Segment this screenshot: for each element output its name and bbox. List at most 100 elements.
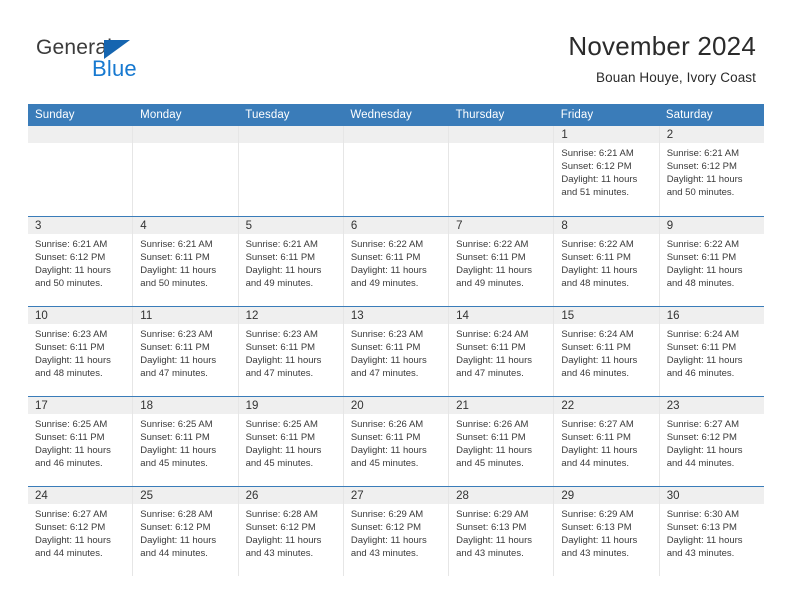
calendar-day-cell[interactable]: 10 Sunrise: 6:23 AM Sunset: 6:11 PM Dayligh… bbox=[28, 307, 134, 396]
sunset-text: Sunset: 6:13 PM bbox=[456, 522, 527, 534]
weekday-header-tuesday: Tuesday bbox=[245, 109, 290, 121]
calendar-day-cell[interactable]: 13 Sunrise: 6:23 AM Sunset: 6:11 PM Dayligh… bbox=[343, 307, 450, 396]
calendar-day-cell[interactable]: 1 Sunrise: 6:21 AM Sunset: 6:12 PM Daylight… bbox=[554, 126, 660, 216]
brand-name-general: General bbox=[36, 36, 113, 59]
day-sun-info: Sunrise: 6:24 AM Sunset: 6:11 PM Daylight:… bbox=[449, 324, 553, 380]
sunset-text: Sunset: 6:11 PM bbox=[561, 342, 631, 354]
sunrise-text: Sunrise: 6:29 AM bbox=[456, 509, 529, 520]
day-sun-info: Sunrise: 6:28 AM Sunset: 6:12 PM Daylight:… bbox=[239, 504, 343, 560]
calendar-day-cell-empty bbox=[238, 126, 344, 216]
day-sun-info: Sunrise: 6:22 AM Sunset: 6:11 PM Daylight:… bbox=[344, 234, 448, 290]
daylight-text: Daylight: 11 hours and 49 minutes. bbox=[245, 265, 322, 290]
calendar-day-cell[interactable]: 18 Sunrise: 6:25 AM Sunset: 6:11 PM Dayligh… bbox=[133, 397, 239, 486]
sunrise-text: Sunrise: 6:21 AM bbox=[245, 239, 318, 250]
page-title: November 2024 bbox=[568, 31, 756, 61]
daylight-text: Daylight: 11 hours and 49 minutes. bbox=[350, 265, 427, 290]
sunrise-text: Sunrise: 6:26 AM bbox=[350, 419, 424, 430]
sunset-text: Sunset: 6:13 PM bbox=[666, 522, 737, 534]
calendar-day-cell[interactable]: 5 Sunrise: 6:21 AM Sunset: 6:11 PM Daylight… bbox=[238, 217, 344, 306]
calendar-day-cell[interactable]: 29 Sunrise: 6:29 AM Sunset: 6:13 PM Dayligh… bbox=[554, 487, 660, 576]
calendar-day-cell[interactable]: 9 Sunrise: 6:22 AM Sunset: 6:11 PM Daylight… bbox=[659, 217, 764, 306]
day-sun-info: Sunrise: 6:23 AM Sunset: 6:11 PM Daylight:… bbox=[28, 324, 132, 380]
sunset-text: Sunset: 6:11 PM bbox=[140, 432, 210, 444]
day-number: 12 bbox=[238, 307, 343, 324]
calendar-day-cell-empty bbox=[343, 126, 450, 216]
day-number: 15 bbox=[554, 307, 659, 324]
calendar-day-cell[interactable]: 24 Sunrise: 6:27 AM Sunset: 6:12 PM Dayligh… bbox=[28, 487, 134, 576]
day-number: 8 bbox=[554, 217, 659, 234]
calendar-day-cell[interactable]: 20 Sunrise: 6:26 AM Sunset: 6:11 PM Dayligh… bbox=[343, 397, 450, 486]
daylight-text: Daylight: 11 hours and 44 minutes. bbox=[35, 535, 111, 560]
daylight-text: Daylight: 11 hours and 45 minutes. bbox=[140, 445, 217, 470]
sunrise-text: Sunrise: 6:28 AM bbox=[140, 509, 213, 520]
daylight-text: Daylight: 11 hours and 48 minutes. bbox=[666, 265, 743, 290]
sunrise-text: Sunrise: 6:21 AM bbox=[35, 239, 108, 250]
day-sun-info: Sunrise: 6:21 AM Sunset: 6:12 PM Daylight:… bbox=[28, 234, 132, 290]
calendar-week-row: 3 Sunrise: 6:21 AM Sunset: 6:12 PM Daylight… bbox=[28, 216, 764, 306]
day-number: 30 bbox=[659, 487, 764, 504]
daylight-text: Daylight: 11 hours and 51 minutes. bbox=[561, 174, 638, 199]
sunset-text: Sunset: 6:11 PM bbox=[35, 432, 105, 444]
calendar-day-cell[interactable]: 23 Sunrise: 6:27 AM Sunset: 6:12 PM Dayligh… bbox=[659, 397, 764, 486]
daylight-text: Daylight: 11 hours and 47 minutes. bbox=[350, 355, 427, 380]
calendar-day-cell[interactable]: 3 Sunrise: 6:21 AM Sunset: 6:12 PM Daylight… bbox=[28, 217, 134, 306]
day-number bbox=[28, 126, 133, 143]
day-number: 17 bbox=[28, 397, 133, 414]
brand-logo[interactable]: General Blue bbox=[36, 36, 216, 86]
calendar-day-cell[interactable]: 7 Sunrise: 6:22 AM Sunset: 6:11 PM Daylight… bbox=[449, 217, 555, 306]
calendar-day-cell[interactable]: 17 Sunrise: 6:25 AM Sunset: 6:11 PM Dayligh… bbox=[28, 397, 134, 486]
calendar-day-cell[interactable]: 26 Sunrise: 6:28 AM Sunset: 6:12 PM Dayligh… bbox=[238, 487, 344, 576]
calendar-day-cell[interactable]: 4 Sunrise: 6:21 AM Sunset: 6:11 PM Daylight… bbox=[133, 217, 239, 306]
calendar-grid: Sunday Monday Tuesday Wednesday Thursday Frid… bbox=[28, 104, 764, 576]
calendar-day-cell[interactable]: 30 Sunrise: 6:30 AM Sunset: 6:13 PM Dayligh… bbox=[659, 487, 764, 576]
weekday-header-wednesday: Wednesday bbox=[350, 109, 412, 121]
daylight-text: Daylight: 11 hours and 50 minutes. bbox=[140, 265, 217, 290]
calendar-day-cell[interactable]: 28 Sunrise: 6:29 AM Sunset: 6:13 PM Dayligh… bbox=[449, 487, 555, 576]
sunrise-text: Sunrise: 6:25 AM bbox=[140, 419, 213, 430]
day-number: 16 bbox=[659, 307, 764, 324]
calendar-week-row: 24 Sunrise: 6:27 AM Sunset: 6:12 PM Dayligh… bbox=[28, 486, 764, 576]
calendar-day-cell[interactable]: 16 Sunrise: 6:24 AM Sunset: 6:11 PM Dayligh… bbox=[659, 307, 764, 396]
daylight-text: Daylight: 11 hours and 44 minutes. bbox=[140, 535, 217, 560]
daylight-text: Daylight: 11 hours and 43 minutes. bbox=[456, 535, 532, 560]
calendar-day-cell[interactable]: 2 Sunrise: 6:21 AM Sunset: 6:12 PM Daylight… bbox=[659, 126, 764, 216]
daylight-text: Daylight: 11 hours and 49 minutes. bbox=[456, 265, 532, 290]
calendar-day-cell[interactable]: 19 Sunrise: 6:25 AM Sunset: 6:11 PM Dayligh… bbox=[238, 397, 344, 486]
daylight-text: Daylight: 11 hours and 43 minutes. bbox=[666, 535, 743, 560]
weekday-header-friday: Friday bbox=[560, 109, 594, 121]
day-number: 24 bbox=[28, 487, 133, 504]
calendar-day-cell[interactable]: 8 Sunrise: 6:22 AM Sunset: 6:11 PM Daylight… bbox=[554, 217, 660, 306]
day-number: 11 bbox=[133, 307, 238, 324]
calendar-day-cell[interactable]: 6 Sunrise: 6:22 AM Sunset: 6:11 PM Daylight… bbox=[343, 217, 450, 306]
calendar-day-cell[interactable]: 25 Sunrise: 6:28 AM Sunset: 6:12 PM Dayligh… bbox=[133, 487, 239, 576]
calendar-day-cell[interactable]: 15 Sunrise: 6:24 AM Sunset: 6:11 PM Dayligh… bbox=[554, 307, 660, 396]
title-block: November 2024 Bouan Houye, Ivory Coast bbox=[568, 31, 756, 85]
daylight-text: Daylight: 11 hours and 47 minutes. bbox=[245, 355, 322, 380]
sunrise-text: Sunrise: 6:30 AM bbox=[666, 509, 740, 520]
calendar-week-row: 1 Sunrise: 6:21 AM Sunset: 6:12 PM Daylight… bbox=[28, 126, 764, 216]
daylight-text: Daylight: 11 hours and 47 minutes. bbox=[456, 355, 532, 380]
calendar-day-cell[interactable]: 14 Sunrise: 6:24 AM Sunset: 6:11 PM Dayligh… bbox=[449, 307, 555, 396]
day-number: 23 bbox=[659, 397, 764, 414]
calendar-day-cell[interactable]: 27 Sunrise: 6:29 AM Sunset: 6:12 PM Dayligh… bbox=[343, 487, 450, 576]
daylight-text: Daylight: 11 hours and 46 minutes. bbox=[35, 445, 111, 470]
weekday-header-sunday: Sunday bbox=[35, 109, 75, 121]
calendar-day-cell[interactable]: 22 Sunrise: 6:27 AM Sunset: 6:11 PM Dayligh… bbox=[554, 397, 660, 486]
daylight-text: Daylight: 11 hours and 43 minutes. bbox=[350, 535, 427, 560]
sunset-text: Sunset: 6:11 PM bbox=[561, 252, 631, 264]
sunset-text: Sunset: 6:12 PM bbox=[350, 522, 422, 534]
daylight-text: Daylight: 11 hours and 47 minutes. bbox=[140, 355, 217, 380]
calendar-day-cell[interactable]: 12 Sunrise: 6:23 AM Sunset: 6:11 PM Dayligh… bbox=[238, 307, 344, 396]
sunset-text: Sunset: 6:11 PM bbox=[245, 342, 316, 354]
day-number: 5 bbox=[238, 217, 343, 234]
day-sun-info: Sunrise: 6:26 AM Sunset: 6:11 PM Daylight:… bbox=[344, 414, 448, 470]
day-number: 6 bbox=[343, 217, 449, 234]
calendar-day-cell[interactable]: 11 Sunrise: 6:23 AM Sunset: 6:11 PM Dayligh… bbox=[133, 307, 239, 396]
calendar-day-cell[interactable]: 21 Sunrise: 6:26 AM Sunset: 6:11 PM Dayligh… bbox=[449, 397, 555, 486]
day-sun-info: Sunrise: 6:22 AM Sunset: 6:11 PM Daylight:… bbox=[660, 234, 764, 290]
day-sun-info: Sunrise: 6:24 AM Sunset: 6:11 PM Daylight:… bbox=[554, 324, 658, 380]
day-number: 13 bbox=[343, 307, 449, 324]
day-number bbox=[449, 126, 554, 143]
weekday-header-monday: Monday bbox=[140, 109, 182, 121]
day-number: 22 bbox=[554, 397, 659, 414]
